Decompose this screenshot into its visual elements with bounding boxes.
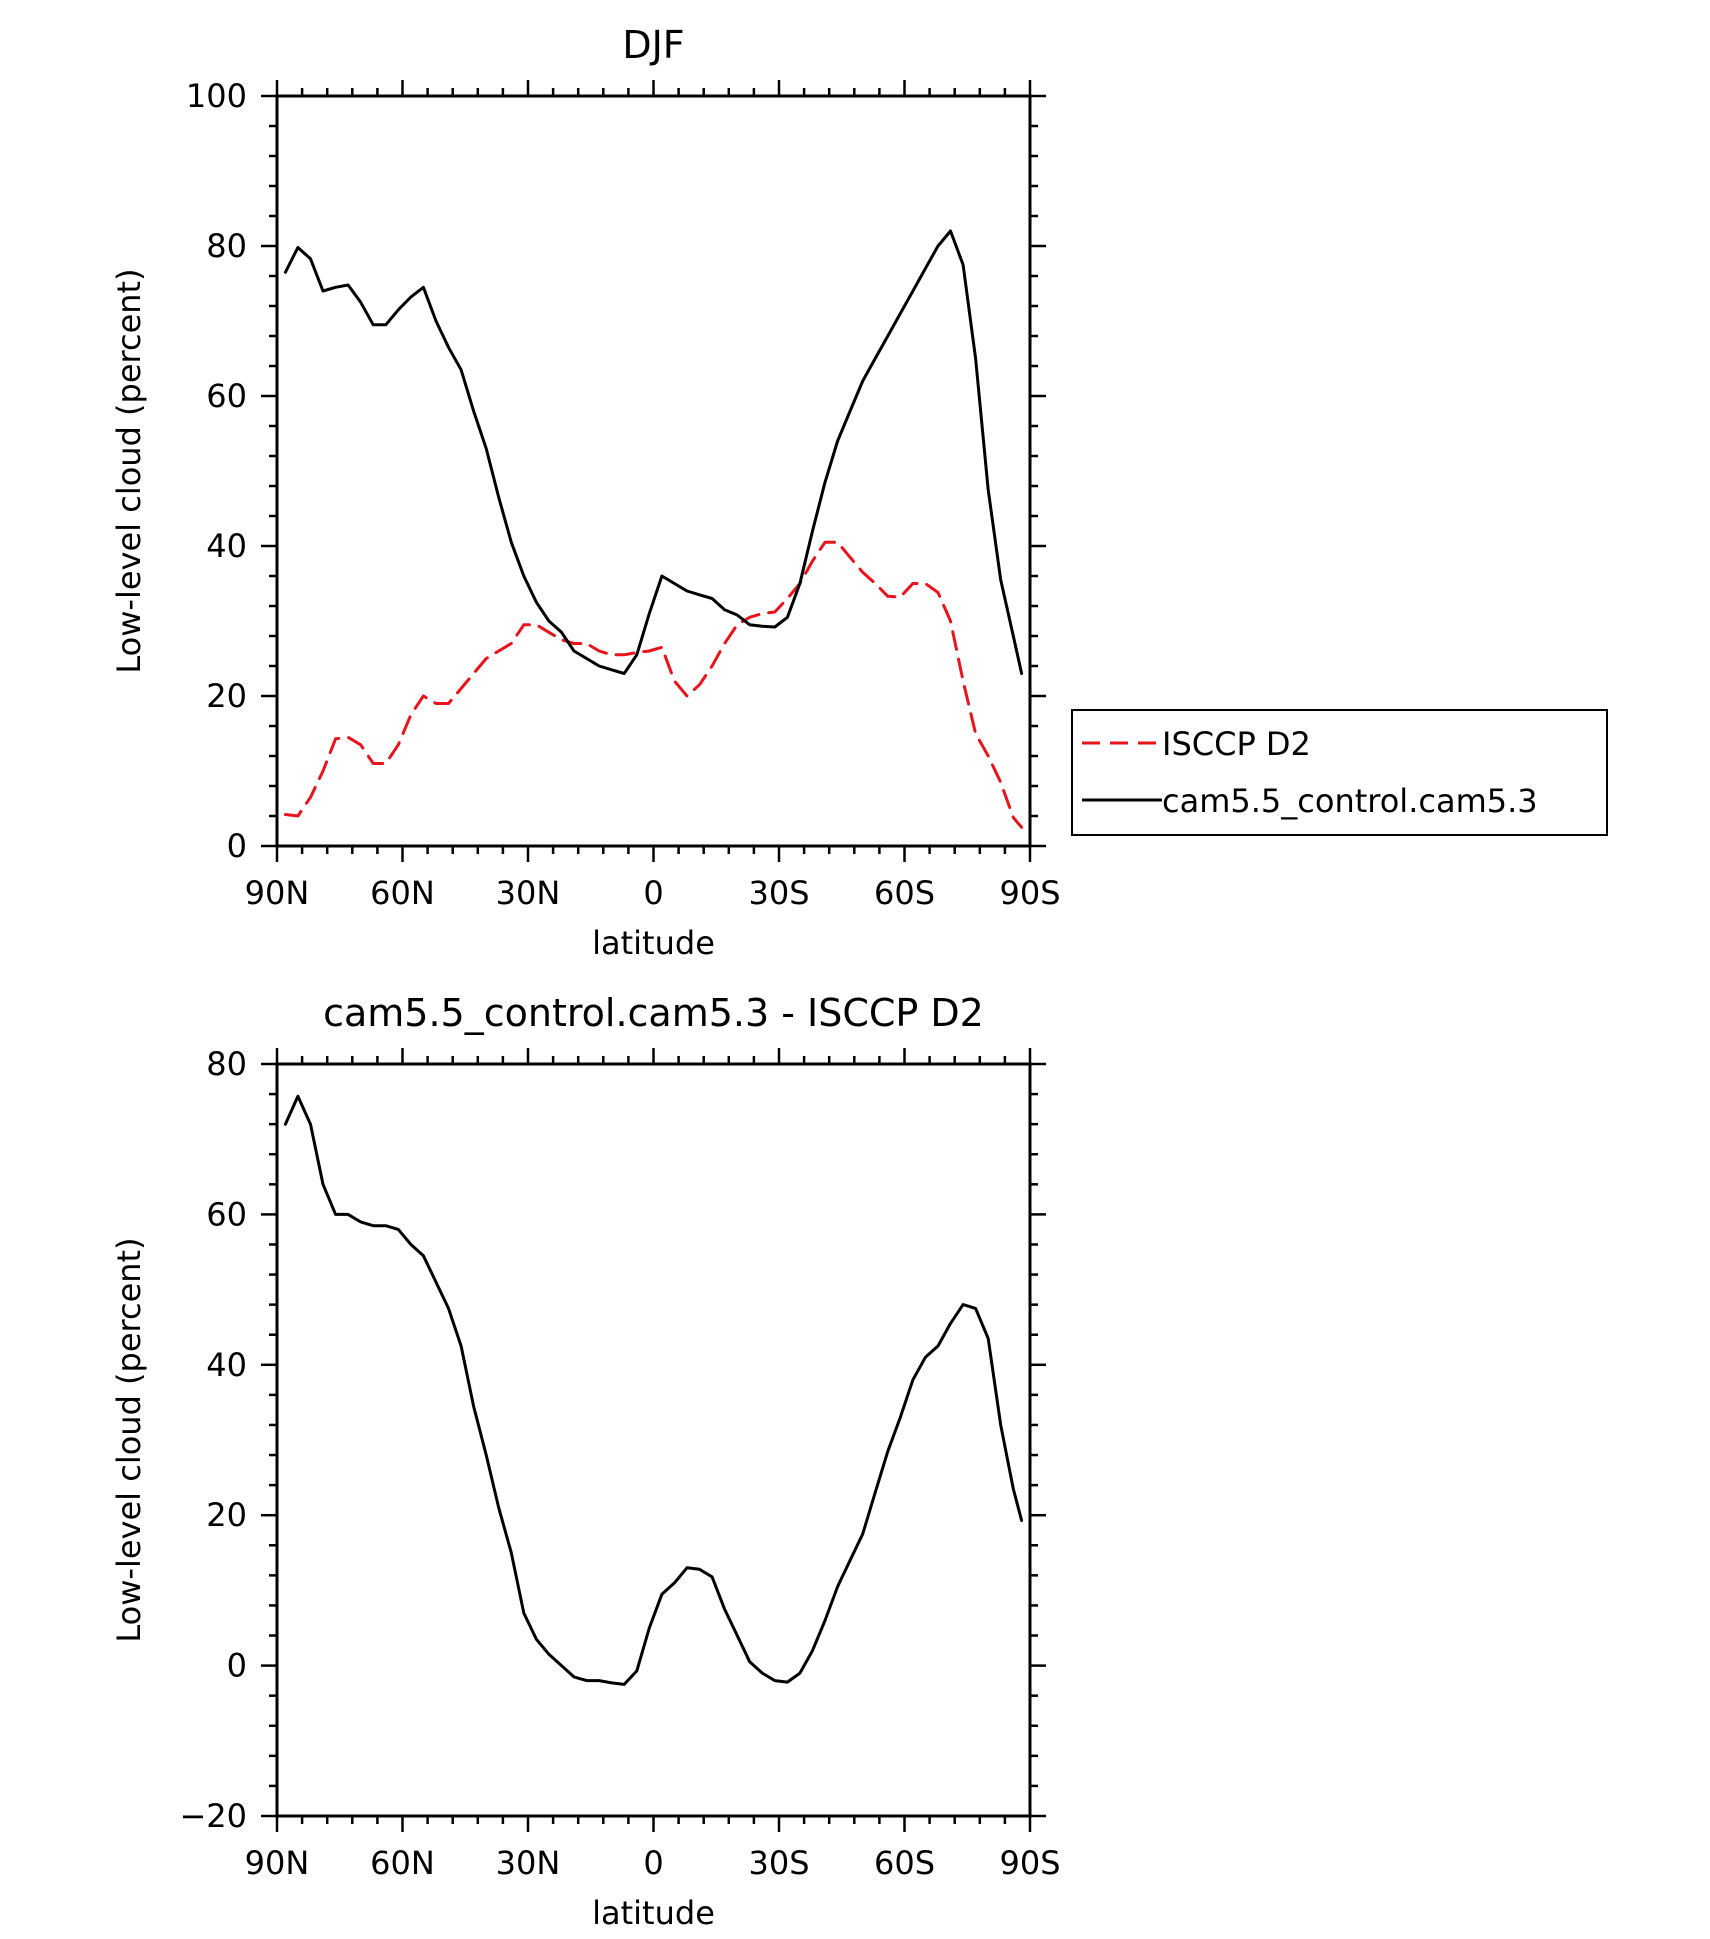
x-tick-label: 30N [496,1844,561,1882]
x-axis-label: latitude [592,1894,715,1932]
legend-label: cam5.5_control.cam5.3 [1162,782,1538,820]
y-tick-label: 60 [206,377,247,415]
plot-frame [275,1062,1032,1818]
y-tick-label: 20 [206,1496,247,1534]
chart-title: DJF [622,23,684,67]
x-tick-label: 30S [748,874,809,912]
x-tick-label: 60N [370,874,435,912]
y-axis-label: Low-level cloud (percent) [110,1237,148,1642]
legend-label: ISCCP D2 [1162,725,1311,763]
chart-title: cam5.5_control.cam5.3 - ISCCP D2 [323,991,984,1035]
x-tick-label: 60S [874,1844,935,1882]
series-line-1 [283,540,1024,829]
x-tick-label: 30N [496,874,561,912]
y-tick-label: 60 [206,1195,247,1233]
x-axis-label: latitude [592,924,715,962]
y-axis-label: Low-level cloud (percent) [110,268,148,673]
x-tick-label: 90S [999,1844,1060,1882]
x-tick-label: 0 [643,1844,663,1882]
x-tick-label: 60N [370,1844,435,1882]
panel-2: cam5.5_control.cam5.3 - ISCCP D2 −20 0 20 40… [110,991,1061,1932]
x-tick-label: 90N [245,1844,310,1882]
panel-1: DJF 0 20 40 60 80 100 90N 60N 30N 0 30S 60S 90S latitu… [110,23,1608,962]
plot-frame [275,94,1032,848]
y-tick-label: 100 [186,77,247,115]
y-tick-label: 80 [206,227,247,265]
x-tick-label: 0 [643,874,663,912]
legend-box [1071,709,1608,836]
x-tick-label: 60S [874,874,935,912]
y-tick-label: −20 [179,1797,247,1835]
x-tick-label: 90S [999,874,1060,912]
y-tick-label: 0 [227,1647,247,1685]
y-tick-label: 0 [227,827,247,865]
x-tick-label: 30S [748,1844,809,1882]
y-tick-label: 20 [206,677,247,715]
y-tick-label: 80 [206,1045,247,1083]
series-line-2 [283,229,1024,675]
y-tick-label: 40 [206,527,247,565]
series-line-1 [283,1094,1024,1686]
x-tick-label: 90N [245,874,310,912]
y-tick-label: 40 [206,1346,247,1384]
legend: ISCCP D2 cam5.5_control.cam5.3 [1071,709,1608,836]
